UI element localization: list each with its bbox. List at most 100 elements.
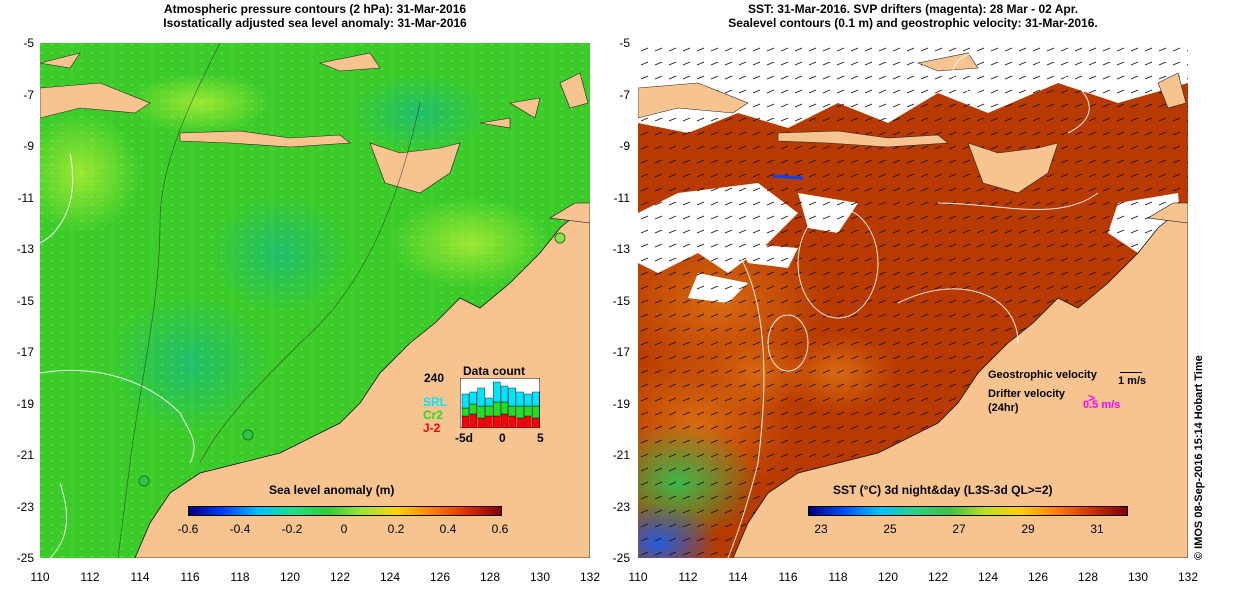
y-tick-label: -11	[17, 190, 34, 205]
legend-srl: SRL	[423, 395, 447, 409]
colorbar-tick-label: 0.6	[491, 522, 509, 536]
histogram-bar	[508, 415, 516, 428]
y-tick-label: -15	[612, 293, 630, 308]
histogram-bar	[461, 393, 470, 409]
histogram-bar	[477, 417, 485, 428]
y-tick-label: -19	[16, 396, 34, 411]
y-tick-label: -21	[16, 448, 34, 462]
y-tick-label: -5	[23, 36, 34, 50]
x-tick-label: 124	[977, 570, 999, 584]
x-tick-label: 124	[379, 570, 401, 584]
x-tick-label: 126	[429, 570, 451, 584]
y-tick-label: -13	[612, 242, 630, 256]
y-tick-label: -7	[23, 87, 34, 102]
y-tick-label: -5	[619, 36, 630, 50]
imos-stamp: © IMOS 08-Sep-2016 15:14 Hobart Time	[1193, 355, 1205, 560]
left-title-line2: Isostatically adjusted sea level anomaly…	[163, 16, 467, 30]
x-tick-label: 114	[728, 570, 748, 584]
colorbar-tick-label: 0	[340, 522, 348, 536]
y-tick-label: -25	[612, 551, 630, 565]
geostrophic-arrow-icon	[1120, 372, 1142, 373]
sst-colorbar	[808, 506, 1128, 516]
legend-cr2: Cr2	[423, 408, 444, 422]
y-tick-label: -17	[16, 345, 34, 359]
histogram-bar	[500, 385, 509, 403]
histogram-bar	[469, 391, 478, 405]
x-tick-label: 130	[1127, 570, 1149, 584]
colorbar-tick-label: 0.4	[439, 522, 457, 536]
y-tick-label: -7	[619, 87, 630, 102]
drifter-arrow-icon: >	[1088, 391, 1096, 405]
y-tick-label: -19	[612, 396, 630, 411]
histogram-bar	[524, 393, 532, 407]
colorbar-tick-label: -0.4	[229, 522, 251, 536]
x-tick-label: 132	[1177, 570, 1199, 584]
australia-landmass	[732, 202, 1188, 558]
colorbar-tick-label: 31	[1090, 522, 1104, 536]
colorbar-tick-label: -0.6	[177, 522, 199, 536]
histogram-bar	[493, 381, 501, 403]
y-tick-label: -23	[16, 499, 34, 514]
sst-map-panel	[638, 43, 1188, 558]
histogram-bar	[477, 387, 485, 407]
x-tick-label: 116	[778, 570, 798, 584]
y-tick-label: -9	[23, 139, 34, 153]
histogram-bar	[516, 391, 524, 407]
histogram-bar	[531, 417, 540, 428]
x-tick-label: 122	[329, 570, 351, 584]
x-tick-label: 118	[828, 570, 848, 584]
histogram-bar	[469, 403, 478, 415]
right-title-line1: SST: 31-Mar-2016. SVP drifters (magenta)…	[747, 2, 1079, 16]
x-tick-label: 130	[529, 570, 551, 584]
y-tick-label: -23	[612, 499, 630, 514]
x-tick-label: 132	[579, 570, 601, 584]
x-tick-label: 126	[1027, 570, 1049, 584]
x-tick-label: 112	[80, 570, 100, 584]
histogram-bar	[500, 413, 509, 428]
histogram-bar	[500, 401, 509, 415]
sst-map	[638, 43, 1188, 558]
drifter-scale: 0.5 m/s	[1083, 399, 1121, 411]
histogram-bar	[485, 415, 493, 428]
geostrophic-scale: 1 m/s	[1118, 375, 1147, 387]
colorbar-tick-label: -0.2	[281, 522, 303, 536]
y-tick-label: -21	[612, 448, 630, 462]
x-tick-label: 128	[1077, 570, 1099, 584]
histogram-bar	[477, 405, 485, 419]
sst-colorbar-title: SST (°C) 3d night&day (L3S-3d QL>=2)	[833, 483, 1053, 497]
sla-map-panel	[40, 43, 590, 558]
y-tick-label: -17	[612, 345, 630, 359]
legend-j2: J-2	[423, 421, 441, 435]
right-title-line2: Sealevel contours (0.1 m) and geostrophi…	[728, 16, 1098, 30]
histogram-bar	[485, 397, 493, 407]
histogram-bar	[516, 417, 524, 428]
y-tick-label: -11	[613, 190, 630, 205]
histogram-bar	[461, 415, 470, 428]
histogram-bar	[493, 415, 501, 428]
geostrophic-velocity-label: Geostrophic velocity	[988, 369, 1097, 381]
data-count-x-start: -5d	[455, 431, 473, 445]
x-tick-label: 110	[30, 570, 50, 584]
sla-map	[40, 43, 590, 558]
x-tick-label: 110	[628, 570, 648, 584]
histogram-bar	[485, 405, 493, 417]
histogram-bar	[524, 415, 532, 428]
data-count-title: Data count	[463, 364, 526, 378]
histogram-bar	[508, 405, 516, 417]
sla-colorbar	[188, 506, 502, 516]
data-count-ymax: 240	[424, 371, 445, 385]
x-tick-label: 112	[678, 570, 698, 584]
colorbar-tick-label: 27	[952, 522, 966, 536]
colorbar-tick-label: 25	[883, 522, 897, 536]
histogram-bar	[516, 405, 524, 419]
y-tick-label: -9	[619, 139, 630, 153]
data-count-x-zero: 0	[499, 431, 506, 445]
x-tick-label: 118	[230, 570, 250, 584]
histogram-bar	[508, 387, 516, 407]
colorbar-tick-label: 0.2	[387, 522, 405, 536]
x-tick-label: 120	[279, 570, 301, 584]
x-tick-label: 128	[479, 570, 501, 584]
histogram-bar	[461, 407, 470, 417]
colorbar-tick-label: 23	[814, 522, 828, 536]
data-count-histogram	[460, 378, 540, 428]
